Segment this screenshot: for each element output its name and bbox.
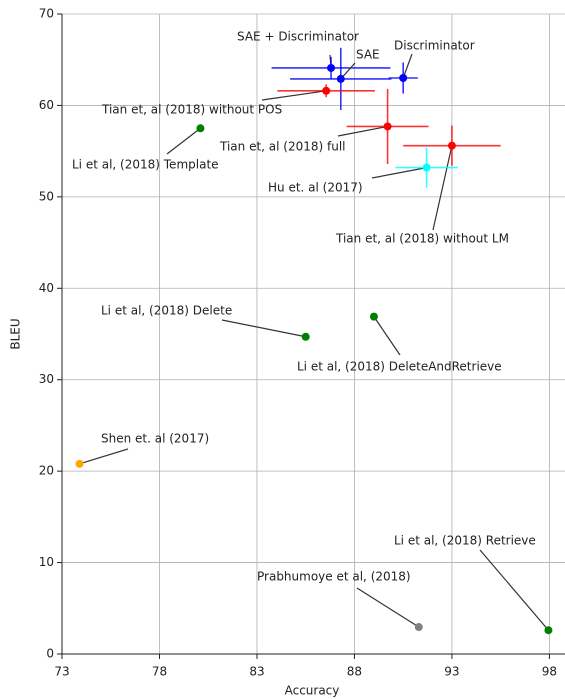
y-tick-label: 30 [39, 372, 54, 386]
annotation-arrow [373, 316, 401, 356]
y-tick-label: 50 [39, 189, 54, 203]
annotation-arrow [432, 145, 453, 231]
annotation: SAE + Discriminator [237, 30, 359, 44]
annotation-arrow [402, 53, 413, 79]
point [422, 163, 431, 172]
x-tick-label: 93 [444, 665, 459, 679]
point [447, 141, 456, 150]
annotation-arrow [261, 90, 327, 101]
annotation: SAE [356, 48, 380, 62]
annotation: Li et al, (2018) Retrieve [394, 534, 536, 548]
point [369, 312, 378, 321]
point [544, 626, 553, 635]
y-tick-label: 40 [39, 281, 54, 295]
point [414, 623, 423, 632]
x-axis-label: Accuracy [285, 684, 340, 698]
annotation: Hu et. al (2017) [268, 181, 363, 195]
annotation-arrow [79, 448, 129, 465]
annotation: Tian et, al (2018) full [219, 140, 346, 154]
annotation: Li et al, (2018) Template [72, 158, 219, 172]
x-tick-label: 98 [542, 665, 557, 679]
annotation-arrow [166, 127, 201, 155]
x-tick-label: 88 [347, 665, 362, 679]
y-tick-label: 70 [39, 7, 54, 21]
annotation-arrow [337, 125, 388, 137]
y-tick-label: 20 [39, 464, 54, 478]
annotation: Prabhumoye et al, (2018) [257, 570, 411, 584]
x-tick-label: 83 [249, 665, 264, 679]
annotation: Discriminator [394, 39, 475, 53]
x-tick-label: 73 [54, 665, 69, 679]
point [383, 122, 392, 131]
y-axis-label: BLEU [9, 318, 23, 349]
point [399, 74, 408, 82]
x-tick-label: 78 [152, 665, 167, 679]
annotation: Tian et, al (2018) without LM [335, 232, 509, 246]
annotation-arrow [221, 319, 306, 338]
y-tick-label: 10 [39, 555, 54, 569]
point [75, 459, 84, 468]
annotation: Li et al, (2018) DeleteAndRetrieve [297, 360, 502, 374]
y-tick-label: 0 [46, 647, 54, 661]
annotation: Tian et, al (2018) without POS [101, 103, 282, 117]
annotation-arrow [371, 167, 427, 179]
point [322, 86, 331, 95]
annotation-arrow [479, 549, 549, 631]
point [336, 74, 345, 83]
y-tick-label: 60 [39, 98, 54, 112]
annotation-arrow [356, 587, 420, 628]
point [196, 124, 205, 133]
point [301, 332, 310, 341]
point [327, 63, 336, 72]
annotation: Shen et. al (2017) [101, 432, 209, 446]
annotation: Li et al, (2018) Delete [101, 304, 232, 318]
